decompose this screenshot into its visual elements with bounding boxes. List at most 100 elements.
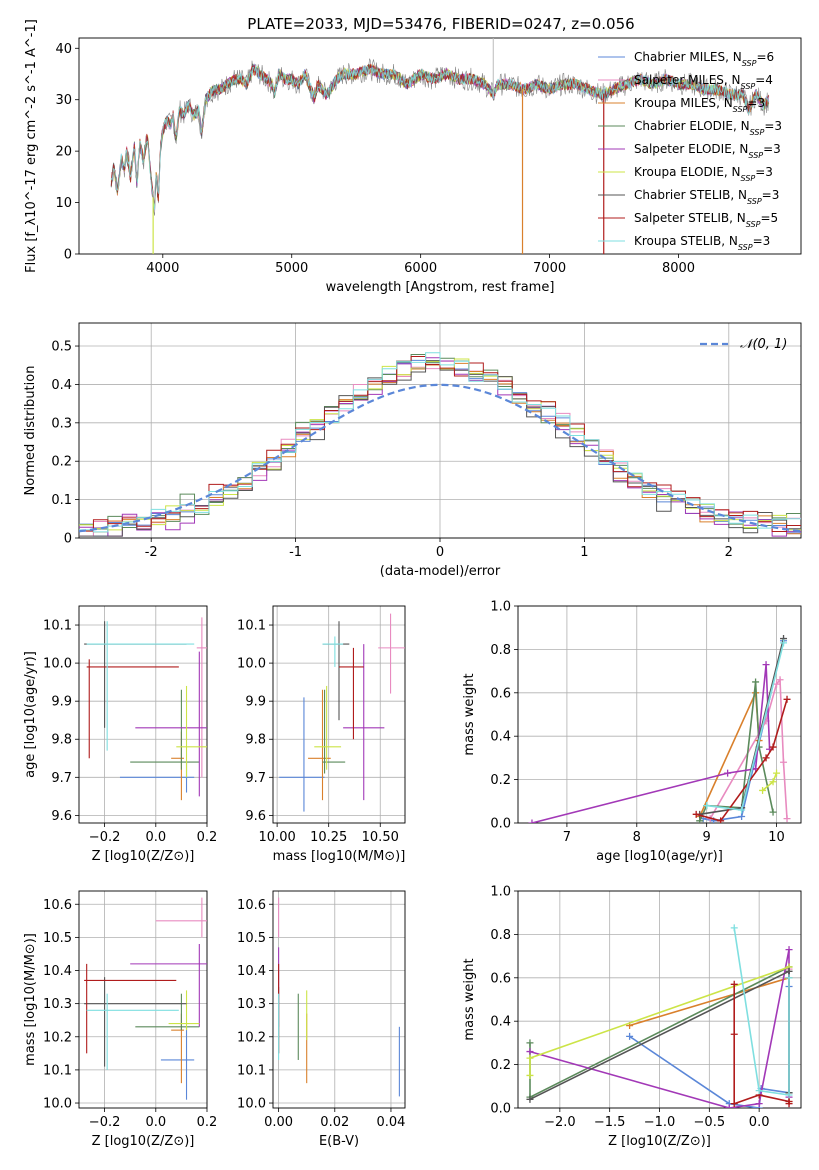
spectrum-line-kroupa-stelib [110, 65, 770, 210]
legend-series-name: Kroupa STELIB [634, 234, 721, 248]
x-tick-label: 7 [563, 830, 571, 845]
y-tick-label: 10.0 [237, 657, 266, 672]
legend-label: Kroupa ELODIE, NSSP=3 [634, 165, 773, 183]
x-tick-label: 1 [580, 545, 588, 560]
y-tick-label: 1.0 [490, 600, 511, 615]
series-marker [762, 661, 770, 669]
legend-n-prefix: , N [733, 119, 750, 133]
plot-frame [272, 890, 406, 1109]
x-tick-label: 5000 [275, 261, 308, 276]
series-line [706, 642, 785, 811]
x-tick-label: 0 [436, 545, 444, 560]
legend-n-prefix: , N [716, 96, 733, 110]
legend-equals: = [755, 165, 765, 179]
legend-nssp-value: 3 [772, 188, 780, 202]
series-marker [752, 678, 760, 686]
series-marker [755, 1087, 763, 1095]
x-tick-label: 0.0 [145, 830, 166, 845]
series-marker [780, 639, 788, 647]
chart-mass-weight-vs-age: 7 8 9 10 0.0 0.2 0.4 0.6 0.8 1.0 age [log10(age/yr… [462, 600, 802, 864]
y-tick-label: 10.1 [237, 1063, 266, 1078]
series-marker [730, 1030, 738, 1038]
y-tick-label: 0.0 [490, 1102, 511, 1117]
y-tick-label: 0.4 [51, 378, 72, 393]
legend-equals: = [762, 188, 772, 202]
series-marker [738, 812, 746, 820]
series-marker [769, 743, 777, 751]
series-marker [528, 819, 536, 823]
series-marker [626, 1032, 634, 1040]
series-marker [696, 817, 704, 823]
x-tick-label: 7000 [533, 261, 566, 276]
plot-frame [517, 605, 802, 824]
legend-nssp-value: 5 [771, 211, 779, 225]
legend-equals: = [747, 96, 757, 110]
x-axis-label: mass [log10(M/M⊙)] [273, 849, 406, 864]
y-tick-label: 10.2 [43, 1030, 72, 1045]
series-marker [785, 967, 793, 975]
series-marker [773, 769, 781, 777]
legend-nssp-value: 3 [757, 96, 765, 110]
plot-area [84, 897, 207, 1100]
x-tick-label: −2.0 [544, 1115, 576, 1130]
legend-n-prefix: , N [730, 188, 747, 202]
y-axis-label: mass weight [462, 958, 477, 1040]
x-tick-label: 8000 [662, 261, 695, 276]
y-tick-label: 10.5 [43, 931, 72, 946]
spectrum-line-salpeter-stelib [110, 64, 770, 204]
legend-label: Salpeter ELODIE, NSSP=3 [634, 142, 781, 160]
y-tick-label: 9.9 [51, 695, 72, 710]
y-axis-label: mass [log10(M/M⊙)] [23, 933, 38, 1066]
y-tick-label: 0.3 [51, 416, 72, 431]
legend-ssp-subscript: SSP [741, 174, 756, 183]
series-line [709, 677, 788, 820]
legend-ssp-subscript: SSP [748, 151, 763, 160]
legend-series-name: Salpeter STELIB [634, 211, 729, 225]
series-marker [783, 815, 791, 823]
chart-mass-weight-vs-Z: −2.0 −1.5 −1.0 −0.5 0.0 0.0 0.2 0.4 0.6 0.8 1.0 Z [… [462, 885, 802, 1149]
y-axis-label: Normed distribution [23, 366, 38, 496]
y-tick-label: 10.6 [43, 898, 72, 913]
series-marker [785, 1100, 793, 1108]
histogram-step [79, 360, 801, 537]
legend-nssp-value: 4 [765, 73, 773, 87]
plot-frame [78, 890, 208, 1109]
legend-label: Kroupa STELIB, NSSP=3 [634, 234, 770, 252]
y-tick-label: 10 [55, 196, 72, 211]
series-line [698, 681, 774, 822]
y-tick-label: 9.8 [245, 733, 266, 748]
x-tick-label: 8 [633, 830, 641, 845]
chart-age-vs-mass: 10.00 10.25 10.50 9.6 9.7 9.8 9.9 10.0 10.1 mass … [237, 605, 406, 864]
y-tick-label: 10.1 [43, 619, 72, 634]
x-tick-label: 10.00 [259, 830, 296, 845]
series-marker [780, 758, 788, 766]
y-tick-label: 10.1 [43, 1063, 72, 1078]
legend-label: Salpeter MILES, NSSP=4 [634, 73, 773, 91]
y-tick-label: 30 [55, 93, 72, 108]
series-marker [526, 1095, 534, 1103]
series-marker [785, 946, 793, 954]
series-marker [738, 806, 746, 814]
legend-ssp-subscript: SSP [742, 59, 757, 68]
x-tick-label: 0.0 [145, 1115, 166, 1130]
y-tick-label: 10.4 [43, 964, 72, 979]
chart-residuals: -2 -1 0 1 2 0 0.1 0.2 0.3 0.4 0.5 (data-model)/erro… [23, 322, 802, 579]
legend-nssp-value: 3 [773, 142, 781, 156]
x-axis-label: wavelength [Angstrom, rest frame] [326, 280, 555, 295]
y-tick-label: 0.6 [490, 686, 511, 701]
legend-series-name: Chabrier STELIB [634, 188, 730, 202]
y-tick-label: 0.2 [51, 455, 72, 470]
legend-equals: = [755, 73, 765, 87]
plot-frame [272, 605, 406, 824]
series-marker [783, 695, 791, 703]
x-axis-label: age [log10(age/yr)] [596, 849, 723, 864]
legend-label: Salpeter STELIB, NSSP=5 [634, 211, 778, 229]
x-tick-label: -1 [289, 545, 302, 560]
plot-frame [78, 322, 802, 539]
y-tick-label: 20 [55, 145, 72, 160]
series-marker [759, 786, 767, 794]
histogram-step [79, 352, 801, 533]
series-marker [724, 769, 732, 777]
legend-series-name: Kroupa MILES [634, 96, 716, 110]
